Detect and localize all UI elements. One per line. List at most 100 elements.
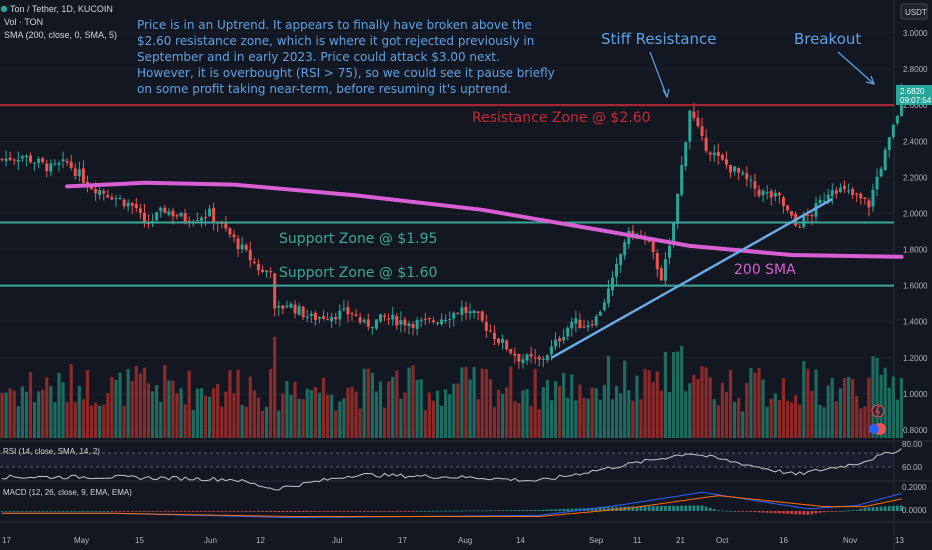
event-badge-icon-secondary[interactable] — [869, 424, 879, 434]
volume-bar — [737, 397, 741, 438]
candle-body — [611, 277, 614, 290]
macd-hist-bar — [562, 508, 566, 511]
candle-body — [411, 323, 415, 328]
macd-hist-bar — [350, 511, 354, 512]
sma-label: 200 SMA — [734, 262, 796, 278]
macd-hist-bar — [794, 511, 798, 515]
macd-hist-bar — [590, 507, 594, 511]
macd-legend[interactable]: MACD (12, 26, close, 9, EMA, EMA) — [3, 488, 132, 497]
volume-bar — [358, 408, 362, 438]
macd-hist-bar — [4, 511, 8, 512]
macd-hist-bar — [228, 511, 232, 512]
volume-bar — [684, 391, 688, 438]
candle-body — [114, 198, 118, 200]
macd-hist-bar — [863, 507, 867, 511]
macd-hist-bar — [790, 511, 793, 515]
currency-button[interactable] — [900, 3, 928, 20]
macd-hist-bar — [550, 509, 553, 511]
candle-body — [444, 319, 448, 321]
volume-bar — [317, 392, 322, 438]
macd-hist-bar — [29, 511, 32, 512]
volume-bar — [195, 388, 199, 438]
candle-body — [590, 324, 594, 326]
volume-legend[interactable]: Vol · TON — [4, 17, 43, 27]
candle-body — [615, 264, 619, 277]
candle-body — [484, 322, 488, 331]
volume-bar — [293, 381, 297, 438]
macd-hist-bar — [138, 511, 142, 512]
flash-alert-icon[interactable] — [871, 404, 885, 418]
macd-hist-bar — [887, 506, 891, 511]
macd-hist-bar — [712, 509, 716, 511]
candle-body — [452, 312, 456, 319]
volume-bar — [806, 368, 810, 438]
macd-hist-bar — [777, 511, 781, 514]
candle-body — [729, 164, 733, 173]
volume-bar — [598, 399, 602, 438]
candle-body — [236, 238, 240, 249]
candle-body — [777, 192, 781, 196]
candle-body — [492, 332, 496, 340]
candle-body — [684, 142, 688, 167]
macd-hist-bar — [745, 511, 749, 512]
volume-bar — [562, 372, 566, 438]
candle-body — [769, 191, 773, 198]
candle-body — [358, 317, 362, 323]
volume-bar — [533, 368, 537, 438]
volume-bar — [378, 381, 383, 438]
volume-bar — [851, 379, 855, 438]
macd-hist-bar — [891, 505, 895, 511]
volume-bar — [273, 336, 277, 438]
price-axis[interactable]: 3.0000 2.8000 2.6000 2.4000 2.2000 2.0000 1.80… — [903, 29, 928, 435]
macd-hist-bar — [114, 511, 118, 512]
candle-body — [708, 152, 712, 155]
candle-body — [830, 190, 834, 197]
volume-bar — [700, 366, 704, 438]
candle-body — [517, 354, 521, 362]
candle-body — [374, 319, 378, 329]
volume-bar — [8, 388, 12, 438]
macd-hist-bar — [513, 510, 517, 511]
macd-hist-bar — [696, 505, 700, 511]
candle-body — [826, 194, 830, 200]
sma-legend[interactable]: SMA (200, close, 0, SMA, 5) — [4, 30, 117, 40]
volume-bar — [728, 369, 733, 438]
candle-body — [33, 162, 37, 164]
macd-hist-bar — [525, 510, 529, 511]
candle-body — [867, 200, 871, 208]
macd-hist-bar — [285, 511, 289, 513]
candle-body — [814, 203, 818, 217]
macd-hist-bar — [183, 511, 187, 512]
volume-bar — [822, 407, 826, 438]
volume-bar — [720, 382, 724, 438]
macd-hist-bar — [126, 511, 130, 512]
candle-body — [199, 217, 203, 221]
volume-bar — [716, 405, 720, 438]
candle-body — [838, 187, 842, 193]
volume-bar — [102, 404, 106, 438]
volume-bar — [203, 395, 208, 438]
volume-bar — [899, 378, 904, 438]
macd-hist-bar — [379, 511, 382, 512]
commentary-line: $2.60 resistance zone, which is where it… — [137, 34, 534, 48]
time-axis[interactable]: 17 May 15 Jun 12 Jul 17 Aug 14 Sep 11 21 Oct 16 Nov 13 — [2, 536, 904, 545]
macd-hist-bar — [403, 511, 407, 512]
time-tick: May — [74, 536, 89, 545]
candle-body — [704, 137, 708, 151]
symbol-title[interactable]: Ton / Tether, 1D, KUCOIN — [10, 4, 113, 14]
macd-hist-bar — [106, 511, 110, 512]
level-lines — [0, 104, 894, 287]
macd-hist-bar — [375, 511, 378, 512]
macd-hist-bar — [489, 510, 492, 512]
volume-bar — [704, 367, 708, 438]
rsi-legend[interactable]: RSI (14, close, SMA, 14, 2) — [3, 447, 100, 456]
volume-bar — [330, 394, 334, 438]
volume-bar — [846, 376, 851, 438]
volume-bar — [757, 367, 761, 438]
candle-body — [285, 305, 289, 308]
macd-hist-bar — [875, 506, 879, 511]
macd-hist-bar — [883, 506, 887, 511]
volume-bar — [175, 393, 179, 438]
candle-body — [545, 355, 549, 361]
